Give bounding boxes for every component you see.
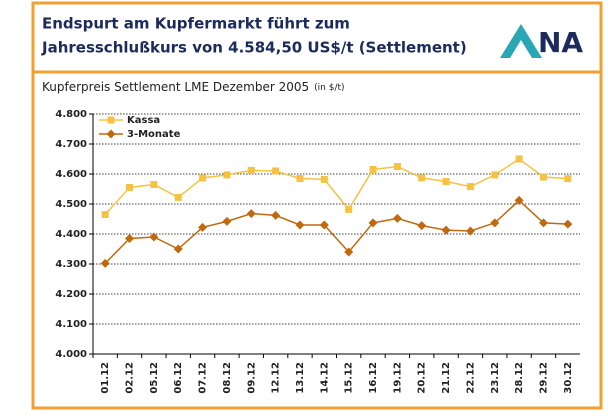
subtitle: Kupferpreis Settlement LME Dezember 2005…: [42, 80, 345, 94]
x-tick-label: 28.12: [514, 362, 525, 394]
marker: [125, 234, 135, 243]
marker: [392, 213, 402, 223]
marker: [296, 175, 304, 182]
marker: [106, 129, 116, 139]
marker: [490, 218, 500, 228]
marker: [149, 232, 159, 242]
x-tick-label: 19.12: [392, 362, 403, 394]
marker: [345, 205, 353, 213]
marker: [271, 210, 281, 220]
x-tick-label: 23.12: [490, 362, 501, 394]
x-tick-label: 05.12: [149, 362, 160, 394]
title-line: Jahresschlußkurs von 4.584,50 US$/t (Set…: [41, 39, 467, 57]
marker: [246, 209, 256, 219]
marker: [107, 116, 115, 124]
legend-label: 3-Monate: [127, 129, 181, 140]
title-line: Endspurt am Kupfermarkt führt zum: [42, 15, 350, 33]
y-tick-label: 4.600: [55, 169, 87, 180]
marker: [442, 178, 450, 185]
marker: [101, 211, 109, 218]
marker: [514, 195, 524, 205]
marker: [247, 166, 255, 174]
y-tick-label: 4.800: [55, 109, 87, 120]
marker: [174, 193, 182, 201]
y-tick-label: 4.000: [55, 349, 87, 360]
x-tick-label: 22.12: [465, 362, 476, 394]
series-line: [104, 158, 568, 216]
x-tick-label: 30.12: [563, 362, 574, 394]
y-tick-label: 4.300: [55, 259, 87, 270]
marker: [538, 218, 548, 228]
marker: [465, 226, 475, 236]
subtitle-text: Kupferpreis Settlement LME Dezember 2005: [42, 80, 309, 94]
marker: [539, 173, 547, 181]
marker: [126, 184, 134, 191]
marker: [173, 244, 183, 254]
marker: [198, 222, 208, 232]
y-tick-label: 4.100: [55, 319, 87, 330]
marker: [295, 220, 305, 230]
x-tick-label: 16.12: [368, 362, 379, 394]
marker: [344, 247, 354, 257]
x-tick-label: 29.12: [538, 362, 549, 394]
marker: [368, 218, 378, 228]
x-tick-label: 09.12: [246, 362, 257, 394]
unit: (in $/t): [314, 83, 344, 93]
marker: [222, 216, 232, 226]
marker: [272, 167, 280, 175]
marker: [393, 163, 401, 170]
marker: [417, 221, 427, 231]
x-tick-label: 01.12: [100, 362, 111, 394]
marker: [515, 155, 523, 163]
marker: [199, 174, 207, 182]
x-tick-label: 08.12: [222, 362, 233, 394]
logo-text: NA: [538, 26, 583, 59]
marker: [150, 181, 158, 188]
x-tick-label: 15.12: [344, 362, 355, 394]
x-tick-label: 12.12: [271, 362, 282, 394]
marker: [320, 175, 328, 183]
y-tick-label: 4.400: [55, 229, 87, 240]
marker: [491, 171, 499, 179]
series-line: [104, 199, 568, 264]
x-tick-label: 02.12: [125, 362, 136, 394]
x-tick-label: 20.12: [417, 362, 428, 394]
x-tick-label: 07.12: [198, 362, 209, 394]
marker: [319, 220, 329, 230]
marker: [418, 174, 426, 182]
x-tick-label: 06.12: [173, 362, 184, 394]
frame: [31, 1, 603, 410]
marker: [563, 219, 573, 229]
y-tick-label: 4.700: [55, 139, 87, 150]
marker: [466, 183, 474, 191]
x-tick-label: 21.12: [441, 362, 452, 394]
marker: [100, 258, 110, 268]
logo-triangle-inner: [510, 40, 532, 58]
marker: [369, 166, 377, 173]
x-tick-label: 13.12: [295, 362, 306, 394]
marker: [441, 225, 451, 235]
legend-label: Kassa: [127, 115, 160, 126]
marker: [564, 175, 572, 183]
x-tick-label: 14.12: [319, 362, 330, 394]
marker: [223, 171, 231, 179]
y-tick-label: 4.200: [55, 289, 87, 300]
y-tick-label: 4.500: [55, 199, 87, 210]
